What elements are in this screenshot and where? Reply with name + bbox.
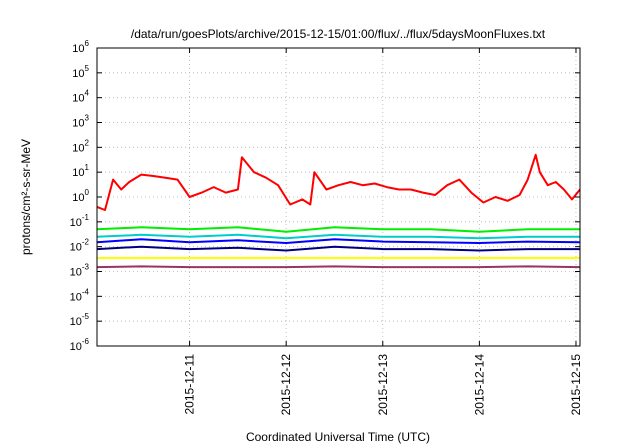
series-lines	[96, 153, 581, 269]
x-tick-label: 2015-12-11	[183, 354, 197, 415]
x-tick-label: 2015-12-15	[569, 354, 583, 416]
series-line-1	[96, 153, 581, 211]
series-line-3	[96, 233, 580, 240]
y-tick-label: 10-6	[70, 337, 90, 353]
y-tick-label: 104	[72, 89, 89, 105]
grid	[97, 48, 580, 346]
y-axis-label: protons/cm²-s-sr-MeV	[19, 139, 33, 255]
series-line-4	[96, 238, 581, 244]
series-line-5	[96, 245, 580, 252]
y-tick-label: 10-2	[70, 238, 90, 254]
x-tick-label: 2015-12-13	[376, 354, 390, 416]
series-line-2	[96, 226, 580, 233]
y-tick-label: 105	[72, 64, 89, 80]
y-tick-label: 10-5	[70, 312, 90, 328]
x-tick-label: 2015-12-14	[472, 354, 486, 416]
chart-title: /data/run/goesPlots/archive/2015-12-15/0…	[131, 27, 546, 41]
x-tick-label: 2015-12-12	[279, 354, 293, 416]
y-tick-label: 102	[72, 138, 89, 154]
y-tick-label: 100	[72, 188, 89, 204]
y-tick-label: 10-4	[70, 287, 90, 303]
y-tick-label: 10-3	[70, 263, 90, 279]
y-tick-label: 103	[72, 114, 89, 130]
axis-ticks	[97, 47, 580, 347]
x-axis-label: Coordinated Universal Time (UTC)	[246, 430, 430, 444]
y-tick-label: 101	[72, 163, 89, 179]
y-tick-label: 10-1	[70, 213, 90, 229]
series-line-7	[96, 265, 581, 269]
y-tick-label: 106	[72, 39, 89, 55]
